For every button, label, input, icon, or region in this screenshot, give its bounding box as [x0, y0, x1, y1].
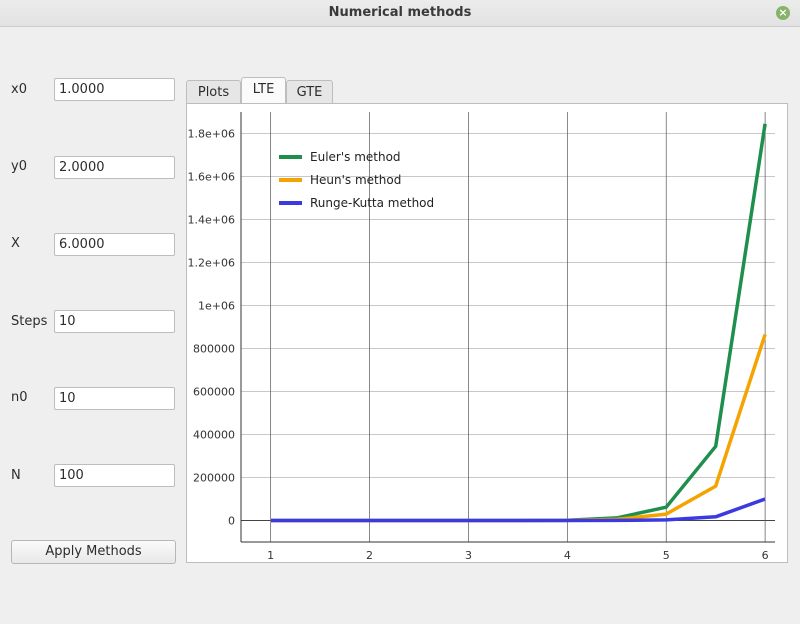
- y-tick-label: 1.6e+06: [188, 171, 235, 184]
- y-tick-label: 1.2e+06: [188, 257, 235, 270]
- legend-label-0: Euler's method: [310, 150, 401, 164]
- y-tick-label: 200000: [193, 472, 235, 485]
- window-title: Numerical methods: [328, 5, 472, 20]
- x0-field[interactable]: [54, 78, 175, 101]
- x-tick-label: 5: [663, 549, 670, 562]
- legend-label-2: Runge-Kutta method: [310, 196, 434, 210]
- apply-methods-button[interactable]: Apply Methods: [11, 540, 176, 564]
- y-tick-label: 400000: [193, 429, 235, 442]
- tab-lte[interactable]: LTE: [241, 77, 286, 104]
- y-tick-label: 1e+06: [198, 300, 235, 313]
- close-icon[interactable]: ×: [776, 6, 790, 20]
- lte-chart: 0 200000 400000 600000 800000 1e+06 1.2e+06 1.4…: [188, 112, 775, 562]
- n0-label: n0: [11, 390, 28, 405]
- x-tick-label: 2: [366, 549, 373, 562]
- x-tick-label: 4: [564, 549, 571, 562]
- n0-field[interactable]: [54, 387, 175, 410]
- big-n-field[interactable]: [54, 464, 175, 487]
- big-x-label: X: [11, 236, 20, 251]
- x-tick-label: 3: [465, 549, 472, 562]
- big-x-field[interactable]: [54, 233, 175, 256]
- y-tick-label: 1.4e+06: [188, 214, 235, 227]
- legend-label-1: Heun's method: [310, 173, 401, 187]
- steps-label: Steps: [11, 314, 48, 329]
- x-tick-label: 1: [267, 549, 274, 562]
- tab-gte[interactable]: GTE: [286, 80, 333, 104]
- x0-label: x0: [11, 82, 27, 97]
- plot-area: 0 200000 400000 600000 800000 1e+06 1.2e+06 1.4…: [186, 103, 788, 563]
- y-tick-label: 1.8e+06: [188, 128, 235, 141]
- tab-plots[interactable]: Plots: [186, 80, 241, 104]
- x-tick-label: 6: [762, 549, 769, 562]
- steps-field[interactable]: [54, 310, 175, 333]
- title-bar: Numerical methods ×: [0, 0, 800, 27]
- series-line-1: [270, 333, 767, 523]
- big-n-label: N: [11, 468, 21, 483]
- y-tick-label: 800000: [193, 343, 235, 356]
- series-line-2: [270, 497, 766, 523]
- y-tick-label: 0: [228, 515, 235, 528]
- y-tick-label: 600000: [193, 386, 235, 399]
- y0-field[interactable]: [54, 156, 175, 179]
- y0-label: y0: [11, 159, 27, 174]
